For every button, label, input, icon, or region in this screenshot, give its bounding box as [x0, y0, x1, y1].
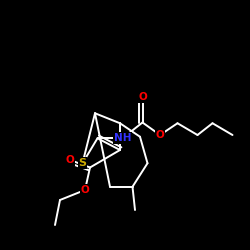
Text: S: S: [78, 158, 86, 168]
Text: O: O: [66, 155, 74, 165]
Text: O: O: [138, 92, 147, 102]
Text: NH: NH: [114, 133, 131, 143]
Text: O: O: [156, 130, 164, 140]
Text: O: O: [80, 185, 90, 195]
